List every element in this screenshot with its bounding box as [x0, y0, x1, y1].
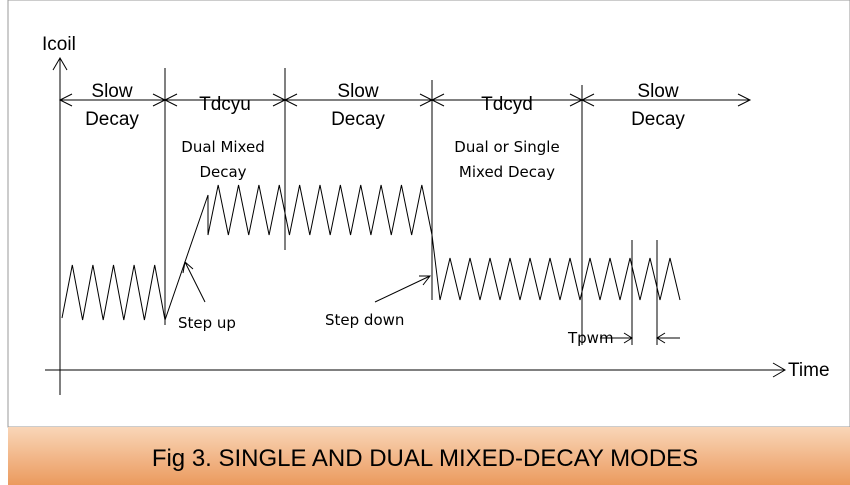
axes [45, 57, 786, 395]
region-name: Tdcyd [481, 94, 533, 115]
region-description: Dual or Single [454, 138, 559, 156]
region-description: Mixed Decay [459, 163, 555, 181]
step-up-label: Step up [178, 314, 236, 332]
frame [7, 0, 850, 428]
caption: Fig 3. SINGLE AND DUAL MIXED-DECAY MODES [152, 445, 698, 472]
region-name: Slow [637, 81, 678, 102]
region-description: Dual Mixed [181, 138, 264, 156]
region-name: Decay [631, 109, 685, 130]
region-name: Slow [91, 81, 132, 102]
region-description: Decay [199, 163, 246, 181]
region-name: Tdcyu [199, 94, 251, 115]
region-name: Slow [337, 81, 378, 102]
x-label: Time [788, 360, 830, 381]
annotation-arrows [182, 240, 680, 345]
region-name: Decay [85, 109, 139, 130]
dividers [58, 68, 752, 345]
region-name: Decay [331, 109, 385, 130]
tpwm-label: Tpwm [567, 329, 614, 347]
current-waveform [61, 184, 681, 322]
caption-band [8, 427, 850, 485]
step-down-label: Step down [325, 311, 404, 329]
y-label: Icoil [42, 34, 76, 55]
